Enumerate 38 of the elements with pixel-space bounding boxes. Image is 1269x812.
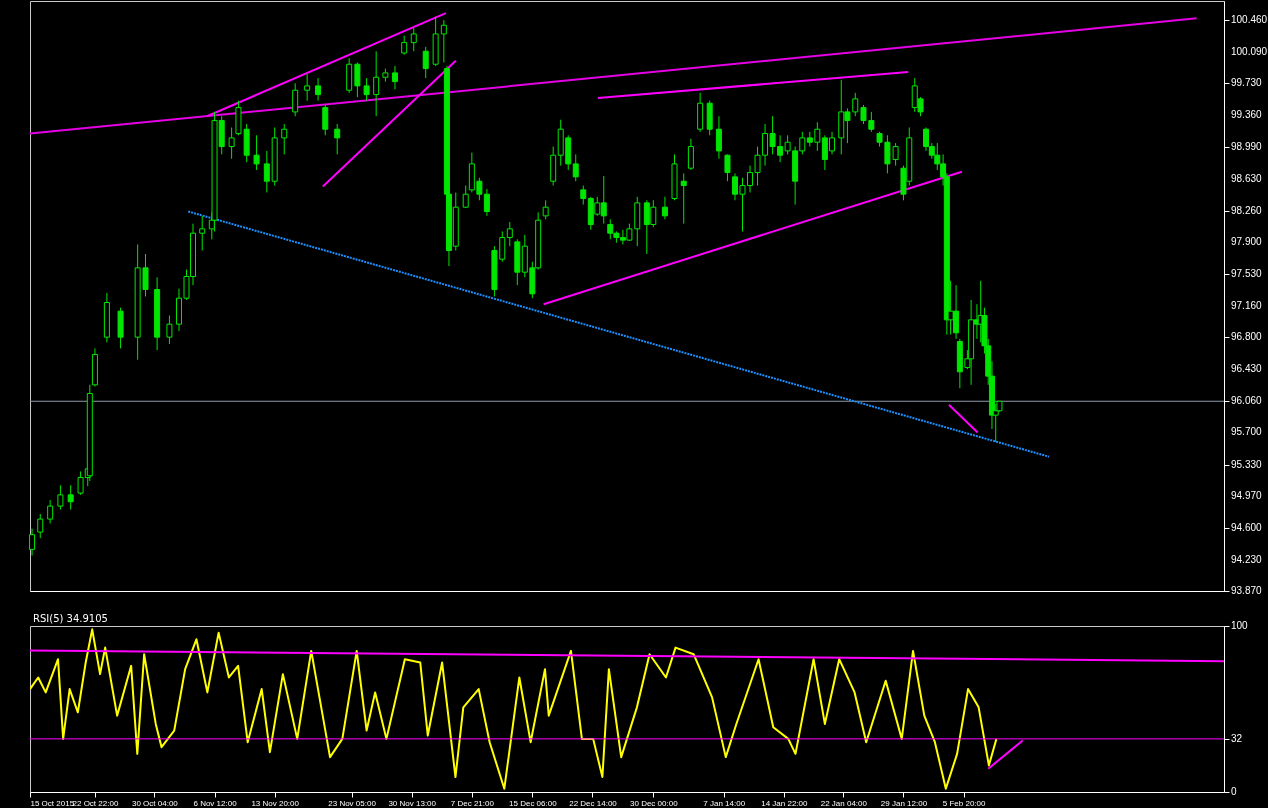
x-tick-label: 30 Nov 13:00	[388, 798, 437, 808]
y-tick-label: 98.630	[1231, 172, 1263, 184]
x-tick-label: 22 Oct 22:00	[72, 798, 119, 808]
x-tick-label: 7 Dec 21:00	[450, 798, 495, 808]
y-tick-label: 95.330	[1231, 458, 1263, 470]
x-tick-label: 15 Dec 06:00	[509, 798, 558, 808]
y-tick-label: 94.600	[1231, 521, 1263, 533]
y-tick-label: 99.360	[1231, 109, 1263, 121]
chart-title: RSI(5) 34.9105	[33, 613, 108, 624]
y-tick-label: 100.090	[1231, 46, 1268, 58]
x-tick-label: 22 Dec 14:00	[569, 798, 618, 808]
y-tick-label: 94.230	[1231, 553, 1263, 565]
y-tick-label: 96.060	[1231, 395, 1263, 407]
x-tick-label: 30 Dec 00:00	[630, 798, 679, 808]
y-tick-label: 100	[1231, 620, 1249, 631]
y-tick-label: 97.160	[1231, 299, 1263, 311]
x-tick-label: 6 Nov 12:00	[193, 798, 238, 808]
y-tick-label: 97.530	[1231, 267, 1263, 279]
x-tick-label: 29 Jan 12:00	[880, 798, 928, 808]
y-tick-label: 97.900	[1231, 235, 1263, 247]
y-tick-label: 94.970	[1231, 489, 1263, 501]
y-tick-label: 98.260	[1231, 204, 1263, 216]
x-tick-label: 14 Jan 22:00	[761, 798, 809, 808]
y-tick-label: 98.990	[1231, 141, 1263, 153]
y-tick-label: 0	[1231, 786, 1237, 797]
y-tick-label: 96.430	[1231, 363, 1263, 375]
y-tick-label: 95.700	[1231, 426, 1263, 438]
y-tick-label: 93.870	[1231, 585, 1263, 596]
x-tick-label: 30 Oct 04:00	[131, 798, 179, 808]
x-tick-label: 7 Jan 14:00	[703, 798, 746, 808]
y-tick-label: 99.730	[1231, 77, 1263, 89]
y-tick-label: 32	[1231, 732, 1243, 744]
x-tick-label: 22 Jan 04:00	[820, 798, 868, 808]
x-tick-label: 5 Feb 20:00	[942, 798, 986, 808]
x-tick-label: 23 Nov 05:00	[328, 798, 377, 808]
x-tick-label: 13 Nov 20:00	[251, 798, 300, 808]
y-tick-label: 100.460	[1231, 14, 1268, 26]
y-tick-label: 96.800	[1231, 331, 1263, 343]
